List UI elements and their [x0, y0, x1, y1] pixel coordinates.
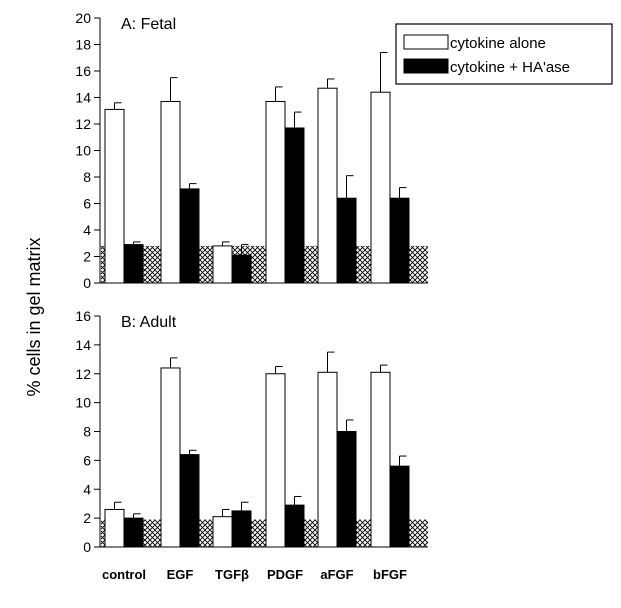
category-label-0: control: [102, 567, 146, 582]
bar-adult-alone-5: [370, 371, 391, 548]
category-label-1: EGF: [167, 567, 194, 582]
bar-adult-haase-4: [336, 431, 357, 548]
bar-adult-alone-0: [104, 508, 125, 548]
legend-label-cytokine-alone: cytokine alone: [450, 35, 546, 52]
y-tick-label-adult-16: 16: [75, 308, 91, 324]
bar-fetal-haase-5: [389, 197, 410, 284]
y-tick-label-fetal-18: 18: [75, 37, 91, 53]
y-tick-label-fetal-2: 2: [83, 249, 91, 265]
bar-fetal-haase-3: [284, 127, 305, 284]
y-tick-label-adult-4: 4: [83, 481, 91, 497]
bar-adult-haase-0: [123, 517, 144, 548]
bar-fetal-alone-1: [160, 100, 181, 284]
legend-swatch-cytokine-alone: [403, 34, 449, 50]
legend-swatch-cytokine-haase: [403, 58, 449, 74]
bar-adult-alone-1: [160, 367, 181, 548]
bar-adult-haase-5: [389, 465, 410, 548]
category-label-4: aFGF: [320, 567, 353, 582]
y-axis-label: % cells in gel matrix: [24, 237, 44, 396]
y-tick-label-fetal-10: 10: [75, 143, 91, 159]
legend-box: [395, 23, 613, 85]
bar-adult-alone-3: [265, 373, 286, 548]
y-tick-label-adult-0: 0: [83, 539, 91, 555]
category-labels: control EGF TGFβ PDGF aFGF bFGF: [102, 567, 407, 582]
panel-adult: 0 2 4 6 8 10 12 14 16 B: Adult: [75, 308, 428, 555]
category-label-3: PDGF: [267, 567, 303, 582]
bar-fetal-alone-4: [317, 87, 338, 284]
bar-fetal-haase-4: [336, 197, 357, 284]
bar-fetal-haase-2: [231, 254, 252, 284]
y-tick-label-fetal-8: 8: [83, 169, 91, 185]
y-tick-label-fetal-16: 16: [75, 63, 91, 79]
bar-fetal-alone-3: [265, 100, 286, 284]
bar-fetal-alone-0: [104, 108, 125, 284]
bar-fetal-alone-5: [370, 91, 391, 284]
bar-adult-alone-2: [212, 516, 233, 548]
panel-fetal: 0 2 4 6 8 10 12 14 16 18 20 A: Fetal: [75, 10, 428, 291]
y-tick-label-adult-6: 6: [83, 452, 91, 468]
y-tick-label-fetal-6: 6: [83, 196, 91, 212]
y-tick-label-adult-14: 14: [75, 337, 91, 353]
legend-label-cytokine-haase: cytokine + HA'ase: [450, 59, 570, 76]
panel-title-adult: B: Adult: [121, 314, 177, 331]
y-tick-label-adult-10: 10: [75, 395, 91, 411]
bar-fetal-alone-2: [212, 245, 233, 284]
panel-title-fetal: A: Fetal: [121, 16, 176, 33]
bar-fetal-haase-1: [179, 188, 200, 284]
bar-fetal-haase-0: [123, 244, 144, 284]
legend: cytokine alone cytokine + HA'ase: [395, 23, 613, 85]
y-tick-label-fetal-20: 20: [75, 10, 91, 26]
y-tick-label-fetal-0: 0: [83, 275, 91, 291]
bar-adult-haase-1: [179, 454, 200, 548]
category-label-2: TGFβ: [215, 567, 249, 582]
y-tick-label-fetal-14: 14: [75, 90, 91, 106]
y-tick-label-adult-2: 2: [83, 510, 91, 526]
bar-adult-alone-4: [317, 371, 338, 548]
y-tick-label-adult-12: 12: [75, 366, 91, 382]
y-tick-label-fetal-12: 12: [75, 116, 91, 132]
category-label-5: bFGF: [373, 567, 407, 582]
y-tick-label-adult-8: 8: [83, 424, 91, 440]
y-tick-label-fetal-4: 4: [83, 222, 91, 238]
bar-adult-haase-2: [231, 510, 252, 548]
bar-adult-haase-3: [284, 504, 305, 548]
